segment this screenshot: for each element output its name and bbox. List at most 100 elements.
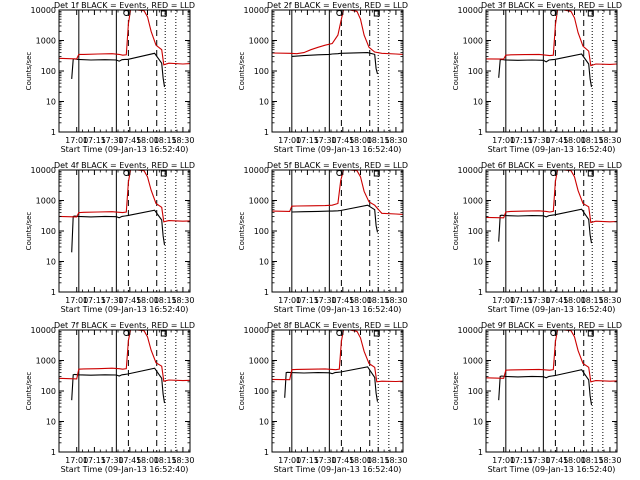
x-tick-label: 17:00 <box>278 456 301 465</box>
x-tick-label: 18:15 <box>581 136 604 145</box>
x-tick-label: 18:00 <box>349 296 372 305</box>
y-tick-label: 1000 <box>36 357 56 366</box>
events-series-line <box>71 52 166 87</box>
series-group <box>486 330 617 405</box>
x-tick-label: 17:45 <box>118 456 141 465</box>
lld-series-line <box>486 10 617 67</box>
y-tick-label: 1 <box>264 448 269 457</box>
x-tick-label: 18:15 <box>367 296 390 305</box>
event-marker-square <box>373 170 380 177</box>
events-series-line <box>498 53 593 87</box>
y-tick-label: 10 <box>259 258 269 267</box>
lld-series-line <box>272 170 403 215</box>
event-marker-square <box>587 330 594 337</box>
x-tick-label: 17:00 <box>65 136 88 145</box>
x-tick-label: 18:15 <box>581 456 604 465</box>
x-tick-label: 17:00 <box>492 296 515 305</box>
y-tick-label: 100 <box>41 387 56 396</box>
y-tick-label: 1 <box>478 448 483 457</box>
y-tick-label: 10000 <box>244 166 269 175</box>
y-tick-label: 1 <box>478 128 483 137</box>
events-series-line <box>71 209 166 253</box>
series-group <box>272 330 403 402</box>
x-tick-label: 18:30 <box>384 296 407 305</box>
y-tick-label: 1000 <box>249 37 269 46</box>
y-tick-label: 10000 <box>458 6 483 15</box>
y-axis-label: Counts/sec <box>452 52 460 91</box>
lld-series-line <box>59 10 190 66</box>
x-tick-label: 18:00 <box>563 296 586 305</box>
chart-title: Det 8f BLACK = Events, RED = LLD <box>267 321 408 330</box>
x-axis-label: Start Time (09-Jan-13 16:52:40) <box>274 145 402 154</box>
series-group <box>486 10 617 87</box>
x-tick-label: 18:00 <box>136 136 159 145</box>
event-marker-square <box>587 10 594 17</box>
y-axis-label: Counts/sec <box>238 52 246 91</box>
x-axis-label: Start Time (09-Jan-13 16:52:40) <box>488 145 616 154</box>
x-tick-label: 17:00 <box>492 136 515 145</box>
x-tick-label: 17:30 <box>314 136 337 145</box>
x-tick-label: 18:30 <box>384 136 407 145</box>
x-tick-label: 17:45 <box>331 296 354 305</box>
y-axis-label: Counts/sec <box>25 212 33 251</box>
y-tick-label: 1000 <box>463 357 483 366</box>
series-group <box>272 10 403 75</box>
x-tick-label: 17:00 <box>492 456 515 465</box>
x-tick-label: 17:30 <box>528 456 551 465</box>
y-tick-label: 10 <box>259 418 269 427</box>
x-tick-label: 17:15 <box>83 136 106 145</box>
chart-title: Det 5f BLACK = Events, RED = LLD <box>267 161 408 170</box>
events-series-line <box>284 366 379 402</box>
y-tick-label: 1 <box>51 288 56 297</box>
x-tick-label: 18:30 <box>598 296 621 305</box>
chart-panel: 1 10 100 1000 10000 17:0017:1517:3017:4518:00… <box>25 161 195 314</box>
x-tick-label: 18:15 <box>154 136 177 145</box>
y-tick-label: 100 <box>254 227 269 236</box>
x-axis-label: Start Time (09-Jan-13 16:52:40) <box>61 145 189 154</box>
chart-panel: 1 10 100 1000 10000 17:0017:1517:3017:4518:00… <box>452 321 622 474</box>
x-tick-label: 17:15 <box>83 456 106 465</box>
chart-title: Det 2f BLACK = Events, RED = LLD <box>267 1 408 10</box>
x-tick-label: 17:15 <box>510 136 533 145</box>
y-axis-label: Counts/sec <box>452 372 460 411</box>
y-tick-label: 10000 <box>31 6 56 15</box>
y-axis-label: Counts/sec <box>25 372 33 411</box>
x-tick-label: 17:30 <box>528 136 551 145</box>
x-tick-label: 17:30 <box>314 296 337 305</box>
y-axis-label: Counts/sec <box>452 212 460 251</box>
x-tick-label: 18:15 <box>367 136 390 145</box>
y-tick-label: 1000 <box>463 37 483 46</box>
y-tick-label: 10 <box>46 98 56 107</box>
chart-panel: 1 10 100 1000 10000 17:0017:1517:3017:4518:00… <box>452 1 622 154</box>
events-series-line <box>291 204 379 233</box>
y-tick-label: 10 <box>473 418 483 427</box>
chart-panel: 1 10 100 1000 10000 17:0017:1517:3017:4518:00… <box>238 161 408 314</box>
x-tick-label: 18:15 <box>154 456 177 465</box>
y-tick-label: 100 <box>41 227 56 236</box>
y-tick-label: 1000 <box>36 37 56 46</box>
x-tick-label: 18:30 <box>598 456 621 465</box>
x-tick-label: 17:45 <box>118 136 141 145</box>
x-axis-label: Start Time (09-Jan-13 16:52:40) <box>274 465 402 474</box>
y-tick-label: 1 <box>51 448 56 457</box>
y-axis-label: Counts/sec <box>238 212 246 251</box>
chart-title: Det 1f BLACK = Events, RED = LLD <box>54 1 195 10</box>
events-series-line <box>498 208 593 244</box>
x-tick-label: 17:00 <box>278 296 301 305</box>
x-tick-label: 17:45 <box>331 136 354 145</box>
lld-series-line <box>486 170 617 224</box>
chart-panel: 1 10 100 1000 10000 17:0017:1517:3017:4518:00… <box>25 321 195 474</box>
x-tick-label: 17:00 <box>278 136 301 145</box>
x-tick-label: 18:00 <box>563 136 586 145</box>
x-axis-label: Start Time (09-Jan-13 16:52:40) <box>61 305 189 314</box>
y-tick-label: 10000 <box>458 326 483 335</box>
x-tick-label: 17:00 <box>65 456 88 465</box>
x-tick-label: 17:15 <box>510 296 533 305</box>
event-marker-square <box>373 10 380 17</box>
chart-panel: 1 10 100 1000 10000 17:0017:1517:3017:4518:00… <box>25 1 195 154</box>
series-group <box>486 170 617 244</box>
y-tick-label: 10 <box>259 98 269 107</box>
series-group <box>59 10 190 87</box>
x-tick-label: 17:30 <box>528 296 551 305</box>
y-tick-label: 1000 <box>249 197 269 206</box>
